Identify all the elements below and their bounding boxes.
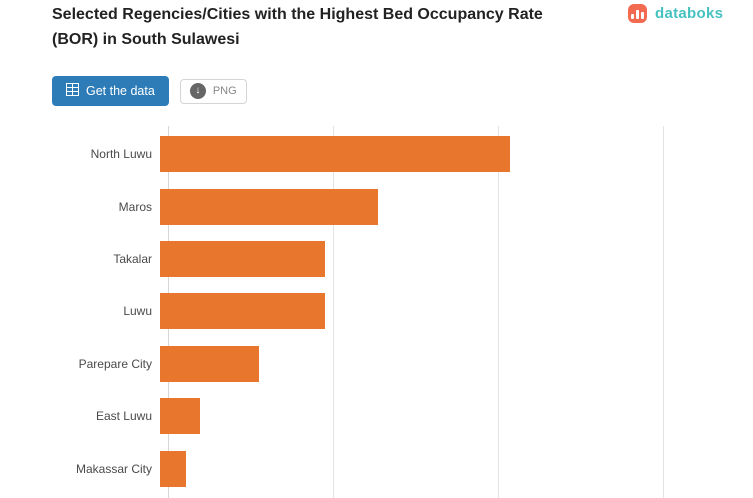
bar [160, 450, 187, 487]
bar [160, 398, 200, 435]
chart-row: East Luwu [0, 390, 753, 442]
databoks-logo-text: databoks [655, 5, 724, 22]
bar [160, 188, 378, 225]
toolbar: Get the data ↓ PNG [52, 76, 247, 106]
gridline [663, 126, 664, 498]
download-image-button[interactable]: ↓ PNG [179, 78, 247, 104]
category-label: East Luwu [95, 409, 152, 424]
bar [160, 345, 259, 382]
get-data-button-label: Get the data [86, 84, 155, 98]
chart-row: Luwu [0, 285, 753, 337]
category-label: North Luwu [90, 147, 152, 162]
category-label: Maros [118, 199, 152, 214]
category-label: Parepare City [78, 356, 152, 371]
category-label: Makassar City [75, 461, 152, 476]
chart-title: Selected Regencies/Cities with the Highe… [52, 6, 543, 48]
gridline [498, 126, 499, 498]
bar [160, 293, 325, 330]
chart-row: Takalar [0, 233, 753, 285]
download-image-icon: ↓ [189, 83, 206, 99]
chart-row: Maros [0, 180, 753, 232]
bar [160, 240, 325, 277]
category-label: Luwu [123, 304, 152, 319]
chart-row: Parepare City [0, 338, 753, 390]
databoks-logo-icon [628, 4, 647, 23]
chart-row: Makassar City [0, 442, 753, 494]
table-data-icon [66, 83, 79, 99]
bar [160, 136, 510, 173]
category-label: Takalar [113, 251, 152, 266]
get-data-button[interactable]: Get the data [52, 76, 169, 106]
bar-chart-plot: North Luwu Maros Takalar Luwu Parepare C… [0, 126, 753, 498]
databoks-logo[interactable]: databoks [628, 4, 723, 23]
chart-row: North Luwu [0, 128, 753, 180]
chart-rows: North Luwu Maros Takalar Luwu Parepare C… [0, 128, 753, 495]
gridline [333, 126, 334, 498]
download-image-button-label: PNG [212, 85, 237, 97]
